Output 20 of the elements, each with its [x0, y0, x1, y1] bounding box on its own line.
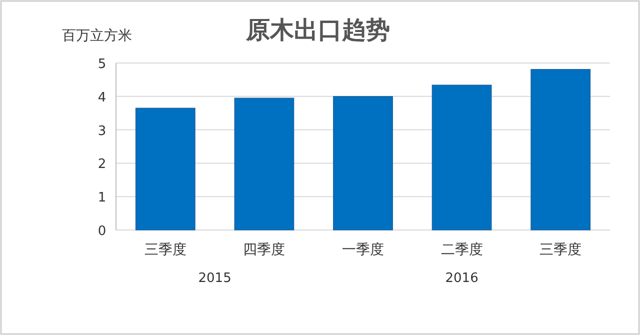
x-tick-label: 三季度	[540, 242, 582, 258]
text: 2015	[198, 271, 232, 286]
y-tick-label: 1	[98, 190, 106, 206]
bar	[432, 84, 492, 230]
x-tick-label: 三季度	[144, 242, 186, 258]
bar	[333, 96, 393, 230]
y-tick-label: 3	[98, 124, 106, 139]
chart-title: 原木出口趋势	[245, 16, 390, 44]
x-tick-label: 二季度	[440, 242, 483, 258]
text: 2016	[445, 271, 478, 286]
bar	[135, 108, 196, 230]
y-tick-label: 5	[98, 57, 106, 72]
x-tick-label: 一季度	[342, 242, 384, 258]
y-tick-label: 0	[98, 224, 106, 239]
bar	[234, 98, 294, 230]
y-axis-title: 百万立方米	[62, 28, 132, 44]
y-tick-label: 4	[98, 90, 106, 106]
y-tick-label: 2	[98, 157, 106, 172]
bar	[530, 69, 591, 230]
x-tick-label: 四季度	[243, 242, 286, 258]
